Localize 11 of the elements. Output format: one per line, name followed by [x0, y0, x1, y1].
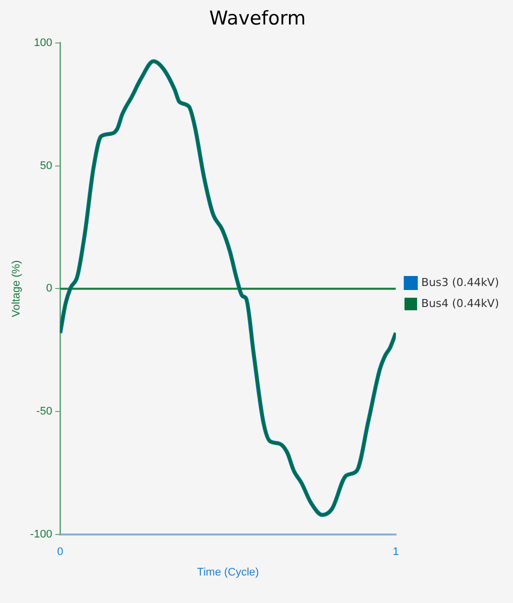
y-tick-label: 0 — [46, 282, 52, 295]
y-tick-label: -50 — [36, 406, 52, 418]
x-tick-label: 1 — [392, 546, 399, 558]
chart-title: Waveform — [209, 7, 306, 30]
y-tick-label: 50 — [40, 160, 52, 172]
y-tick-label: -100 — [30, 528, 52, 541]
y-tick-label: 100 — [34, 36, 52, 49]
x-axis-title: Time (Cycle) — [197, 566, 259, 578]
y-axis-title: Voltage (%) — [10, 260, 23, 318]
legend-label: Bus3 (0.44kV) — [421, 276, 500, 289]
legend-label: Bus4 (0.44kV) — [421, 296, 500, 310]
